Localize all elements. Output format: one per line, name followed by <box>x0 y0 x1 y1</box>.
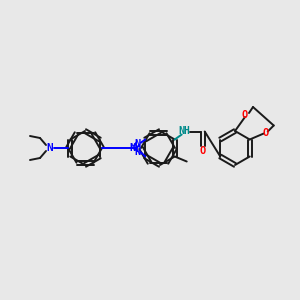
Text: N: N <box>46 143 53 153</box>
Text: N: N <box>129 143 135 153</box>
Text: O: O <box>242 110 248 120</box>
Text: O: O <box>262 128 269 139</box>
Text: N: N <box>135 147 141 157</box>
Text: N: N <box>178 127 185 136</box>
Text: N: N <box>135 139 141 149</box>
Text: O: O <box>200 146 206 155</box>
Text: H: H <box>184 127 190 136</box>
